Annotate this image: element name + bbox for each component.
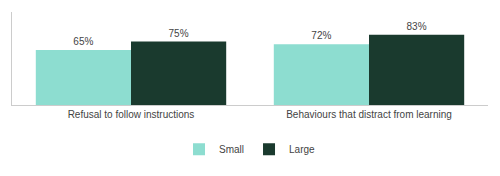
svg-text:Large: Large [289, 144, 315, 155]
svg-text:75%: 75% [169, 28, 189, 39]
svg-text:Behaviours that distract from: Behaviours that distract from learning [286, 109, 452, 120]
svg-text:83%: 83% [407, 21, 427, 32]
svg-text:72%: 72% [311, 30, 331, 41]
svg-text:65%: 65% [73, 36, 93, 47]
svg-text:Small: Small [219, 144, 244, 155]
svg-text:Refusal to follow instructions: Refusal to follow instructions [68, 109, 195, 120]
